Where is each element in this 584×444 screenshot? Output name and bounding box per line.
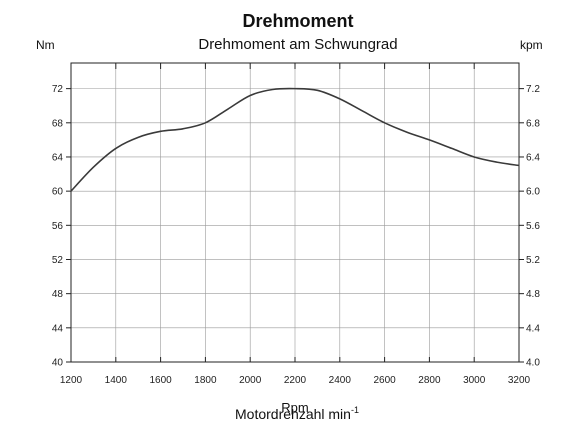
- x-tick-label: 2200: [284, 375, 307, 386]
- x-tick-label: 2600: [373, 375, 396, 386]
- x-tick-label: 1400: [105, 375, 128, 386]
- y-tick-label-right: 4.0: [526, 358, 540, 369]
- y-tick-label-right: 6.0: [526, 187, 540, 198]
- y-tick-label-left: 64: [52, 152, 64, 163]
- left-axis-unit: Nm: [36, 38, 55, 52]
- x-unit-label: Rpm: [281, 400, 308, 415]
- grid: [71, 63, 519, 362]
- chart-title: Drehmoment: [242, 11, 353, 31]
- torque-curve: [70, 87, 520, 192]
- y-tick-label-left: 48: [52, 289, 64, 300]
- y-tick-label-right: 6.8: [526, 118, 540, 129]
- x-tick-label: 3200: [508, 375, 531, 386]
- chart-subtitle: Drehmoment am Schwungrad: [198, 36, 397, 53]
- y-tick-label-left: 40: [52, 358, 64, 369]
- x-tick-label: 2800: [418, 375, 441, 386]
- x-tick-label: 1200: [60, 375, 83, 386]
- y-tick-label-right: 6.4: [526, 152, 540, 163]
- x-tick-label: 1600: [149, 375, 172, 386]
- y-tick-label-right: 5.2: [526, 255, 540, 266]
- x-tick-label: 1800: [194, 375, 217, 386]
- plot-frame: [70, 62, 520, 363]
- y-tick-label-right: 5.6: [526, 221, 540, 232]
- y-tick-label-left: 72: [52, 84, 64, 95]
- x-tick-label: 2400: [329, 375, 352, 386]
- y-tick-label-left: 56: [52, 221, 64, 232]
- x-tick-label: 2000: [239, 375, 262, 386]
- x-tick-label: 3000: [463, 375, 486, 386]
- y-tick-label-left: 68: [52, 118, 64, 129]
- right-axis-unit: kpm: [520, 38, 543, 52]
- y-tick-label-right: 4.8: [526, 289, 540, 300]
- y-tick-label-right: 4.4: [526, 323, 540, 334]
- y-tick-label-left: 52: [52, 255, 64, 266]
- x-axis-label-superscript: -1: [351, 405, 359, 415]
- tick-labels: 1200 1400 1600 1800 2000 2200 2400 2600 2800 3000…: [52, 84, 540, 386]
- y-tick-label-left: 60: [52, 187, 64, 198]
- x-axis-label-main: Motordrehzahl min: [235, 406, 351, 422]
- x-axis-label: Motordrehzahl min-1: [235, 405, 359, 422]
- y-tick-label-left: 44: [52, 323, 64, 334]
- y-tick-label-right: 7.2: [526, 84, 540, 95]
